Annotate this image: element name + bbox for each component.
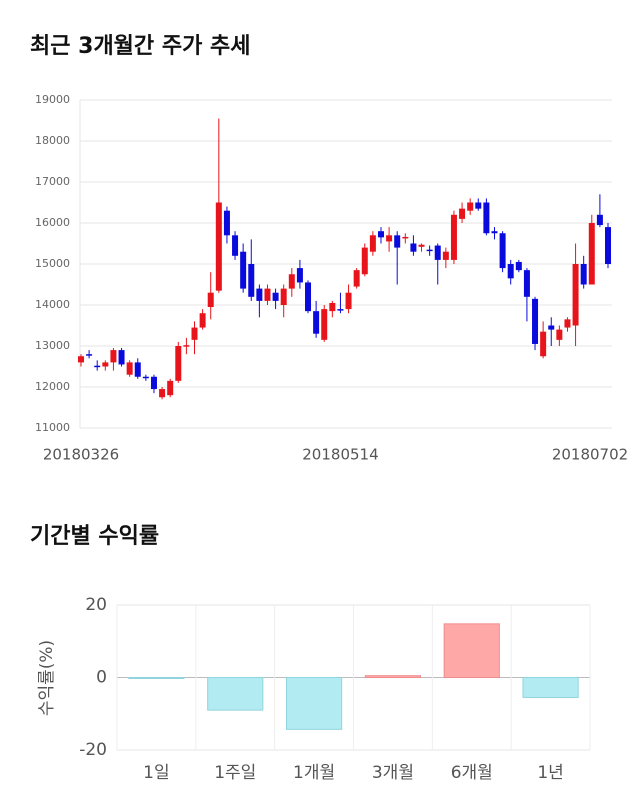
candle-body: [288, 274, 295, 289]
y-tick-label: 13000: [35, 339, 70, 352]
candle-body: [183, 345, 190, 347]
candle-body: [491, 231, 498, 234]
candle-body: [564, 319, 571, 328]
candle-body: [240, 251, 247, 289]
candle-body: [345, 292, 352, 310]
candle-body: [605, 227, 611, 264]
x-tick-label: 3개월: [372, 763, 414, 783]
candle-body: [296, 268, 303, 283]
candle-body: [337, 309, 344, 311]
candle-body: [580, 264, 587, 285]
y-tick-label: 12000: [35, 380, 70, 393]
candle-body: [540, 331, 547, 357]
candle-body: [86, 354, 93, 356]
candle-body: [264, 288, 271, 301]
candle-body: [588, 223, 595, 285]
candle-body: [426, 249, 433, 252]
x-tick-label: 20180514: [302, 446, 378, 464]
candle-body: [418, 244, 425, 247]
candle-body: [207, 292, 214, 308]
candle-body: [442, 251, 449, 260]
candle-body: [523, 270, 530, 297]
x-tick-label: 1년: [537, 763, 563, 783]
y-tick-label: 16000: [35, 216, 70, 229]
x-tick-label: 20180326: [43, 446, 119, 464]
x-tick-label: 1일: [143, 763, 169, 783]
candle-body: [450, 214, 457, 260]
y-tick-label: 14000: [35, 298, 70, 311]
candle-body: [313, 311, 320, 334]
candle-body: [191, 327, 198, 340]
candle-body: [272, 292, 279, 301]
candle-body: [159, 389, 166, 398]
bar: [522, 677, 579, 698]
candle-body: [475, 202, 482, 209]
bar: [364, 675, 422, 678]
candle-body: [118, 350, 125, 365]
candle-body: [305, 282, 312, 312]
candle-body: [483, 202, 490, 234]
y-tick-label: 18000: [35, 134, 70, 147]
candle-body: [572, 264, 579, 326]
chart-title: 기간별 수익률: [30, 524, 159, 549]
candle-body: [532, 298, 539, 344]
candle-body: [256, 288, 263, 301]
candle-body: [499, 233, 506, 269]
y-tick-label: 11000: [35, 421, 70, 434]
candle-body: [434, 245, 441, 260]
candle-body: [353, 270, 360, 287]
x-tick-label: 1개월: [293, 763, 335, 783]
candle-body: [215, 202, 222, 291]
candle-body: [329, 302, 336, 312]
candle-body: [199, 313, 206, 328]
candle-body: [175, 346, 182, 381]
candle-body: [369, 235, 376, 252]
candle-body: [467, 202, 474, 211]
x-tick-label: 1주일: [214, 763, 256, 783]
x-tick-label: 20180702: [552, 446, 628, 464]
bar: [285, 677, 343, 730]
candle-body: [386, 235, 393, 242]
candle-body: [280, 288, 287, 305]
y-axis-label: 수익률(%): [37, 640, 57, 716]
candle-body: [102, 362, 109, 367]
y-tick-label: 17000: [35, 175, 70, 188]
candle-body: [410, 243, 417, 252]
candle-body: [361, 247, 368, 275]
candle-body: [150, 376, 157, 390]
candle-body: [459, 208, 466, 219]
candle-body: [402, 236, 409, 239]
candle-body: [507, 264, 514, 279]
candle-body: [321, 309, 328, 340]
bar: [443, 623, 500, 678]
candle-body: [232, 235, 239, 256]
candle-body: [110, 350, 117, 363]
y-tick-label: 20: [85, 595, 107, 615]
candle-body: [167, 380, 174, 396]
candle-body: [126, 362, 133, 375]
y-tick-label: 19000: [35, 93, 70, 106]
x-tick-label: 6개월: [451, 763, 493, 783]
candle-body: [377, 231, 384, 238]
candle-body: [394, 235, 401, 248]
y-tick-label: 15000: [35, 257, 70, 270]
bar: [207, 677, 264, 711]
candle-body: [78, 356, 84, 363]
chart-title: 최근 3개월간 주가 추세: [30, 34, 250, 59]
candle-body: [134, 362, 141, 377]
candle-body: [596, 214, 603, 226]
y-tick-label: 0: [96, 668, 107, 688]
candle-body: [556, 329, 563, 340]
bar: [128, 677, 185, 679]
candle-body: [548, 325, 555, 330]
candle-body: [142, 376, 149, 379]
candle-body: [223, 210, 230, 236]
y-tick-label: -20: [79, 740, 107, 760]
candle-body: [248, 264, 255, 297]
candle-body: [94, 365, 101, 368]
candle-body: [515, 261, 522, 271]
